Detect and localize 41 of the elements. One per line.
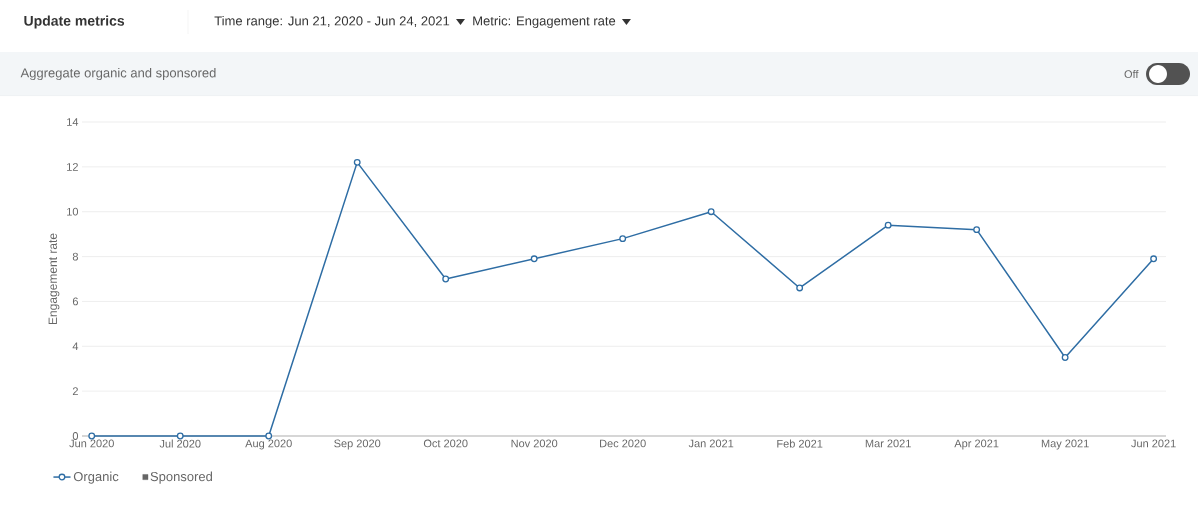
point (707, 208, 715, 216)
chart-title: Update metrics (24, 15, 125, 29)
point (884, 221, 892, 229)
x-tick-label: Nov 2020 (511, 439, 558, 448)
y-tick-label: 0 (72, 432, 79, 440)
x-tick-label: Jun 2021 (1131, 439, 1176, 448)
legend-label: Sponsored (150, 471, 213, 484)
x-tick-label: Jul 2020 (159, 439, 201, 448)
x-tick-label: Sep 2020 (334, 439, 381, 450)
legend-label: Organic (73, 471, 119, 484)
y-axis-title: Engagement rate (48, 233, 60, 325)
y-tick-label: 2 (72, 387, 78, 395)
point (973, 226, 981, 234)
point (530, 255, 538, 263)
y-tick-label: 12 (67, 163, 78, 171)
y-tick-label: 6 (72, 297, 78, 306)
point (1150, 255, 1158, 263)
point (88, 432, 96, 440)
point (353, 158, 361, 166)
y-tick-label: 4 (72, 342, 79, 351)
x-tick-label: Feb 2021 (777, 439, 823, 448)
text: Off (1124, 69, 1139, 79)
point (796, 284, 804, 292)
x-tick-label: Dec 2020 (600, 439, 646, 448)
point (619, 235, 627, 243)
y-tick-label: 8 (72, 252, 78, 261)
point (265, 432, 273, 440)
x-tick-label: Jan 2021 (688, 439, 734, 448)
y-tick-label: 14 (67, 118, 79, 126)
point (442, 275, 450, 283)
x-tick-label: Mar 2021 (865, 439, 911, 448)
point (1061, 354, 1069, 361)
text: Aggregate organic and sponsored (20, 67, 216, 81)
x-tick-label: Oct 2020 (423, 439, 468, 448)
x-tick-label: Aug 2020 (245, 439, 292, 450)
x-tick-label: Apr 2021 (954, 439, 999, 450)
y-tick-label: 10 (67, 207, 79, 216)
chart-subtitle: Time range: Jun 21, 2020 - Jun 24, 2021 (214, 15, 450, 29)
x-tick-label: May 2021 (1041, 439, 1089, 450)
text: Metric: Engagement rate (473, 15, 616, 29)
x-tick-label: Jun 2020 (69, 439, 114, 448)
